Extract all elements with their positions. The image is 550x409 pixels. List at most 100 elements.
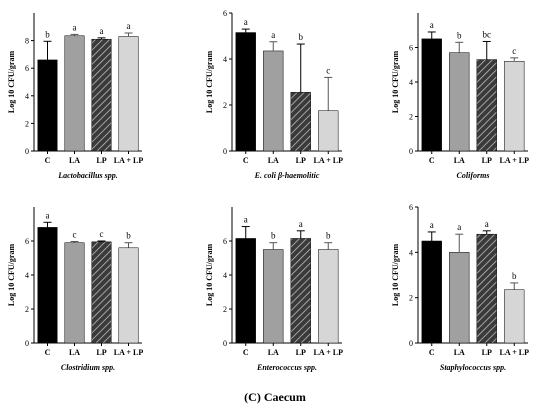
y-tick-label: 6: [223, 237, 227, 246]
significance-letter: c: [73, 230, 77, 240]
x-tick-label: C: [429, 348, 435, 357]
chart-panel-6: 0 2 4 6 Log 10 CFU/gram a Ca LA a LP b LA + LP Staph…: [391, 203, 529, 372]
y-axis-label: Log 10 CFU/gram: [205, 244, 214, 307]
y-axis-label: Log 10 CFU/gram: [7, 244, 16, 307]
bar-c: [37, 227, 58, 344]
y-tick-label: 4: [409, 78, 413, 87]
bar-la: [263, 249, 284, 344]
x-tick-label: C: [45, 348, 51, 357]
y-tick-label: 0: [223, 147, 227, 156]
y-axis-label: Log 10 CFU/gram: [391, 244, 400, 307]
significance-letter: a: [485, 219, 489, 229]
bar-la-lp: [118, 36, 139, 152]
x-tick-label: LA: [454, 156, 465, 165]
x-tick-label: LP: [482, 348, 492, 357]
chart-panel-3: 0 2 4 6 Log 10 CFU/gram a Cb LA bc LP c LA + LP Coli…: [391, 13, 529, 180]
bar-la-lp: [118, 247, 139, 344]
x-tick-label: LA + LP: [500, 348, 530, 357]
bar-lp: [91, 241, 112, 344]
bar-la: [449, 252, 470, 344]
x-tick-label: LA + LP: [314, 156, 344, 165]
bar-lp: [290, 92, 311, 152]
bar-c: [37, 59, 58, 152]
bar-la: [64, 242, 85, 344]
x-tick-label: LA + LP: [314, 348, 344, 357]
x-tick-label: LA: [69, 156, 80, 165]
y-tick-label: 0: [25, 147, 29, 156]
y-tick-label: 2: [409, 113, 413, 122]
y-tick-label: 0: [409, 339, 413, 348]
bar-lp: [91, 38, 112, 152]
y-tick-label: 6: [25, 64, 29, 73]
significance-letter: a: [244, 215, 248, 225]
y-tick-label: 8: [25, 37, 29, 46]
significance-letter: b: [457, 30, 462, 40]
bar-lp: [476, 233, 497, 344]
x-tick-label: LA + LP: [114, 156, 144, 165]
significance-letter: a: [100, 26, 104, 36]
significance-letter: a: [127, 21, 131, 31]
bar-lp: [290, 238, 311, 344]
x-tick-label: LA: [268, 156, 279, 165]
significance-letter: b: [299, 32, 304, 42]
significance-letter: a: [271, 30, 275, 40]
x-tick-label: LP: [96, 348, 106, 357]
y-tick-label: 4: [223, 271, 227, 280]
chart-panel-1: 0 2 4 6 8 Log 10 CFU/gram b Ca LA a LP a LA + LP Lact…: [7, 13, 143, 180]
x-axis-label: Lactobacillus spp.: [57, 171, 118, 180]
y-tick-label: 6: [25, 237, 29, 246]
significance-letter: a: [457, 222, 461, 232]
significance-letter: a: [244, 17, 248, 27]
y-tick-label: 2: [25, 119, 29, 128]
bar-c: [235, 238, 256, 344]
significance-letter: c: [100, 229, 104, 239]
significance-letter: a: [46, 210, 50, 220]
x-tick-label: C: [429, 156, 435, 165]
x-tick-label: LP: [482, 156, 492, 165]
y-axis-label: Log 10 CFU/gram: [205, 51, 214, 114]
y-tick-label: 6: [223, 9, 227, 18]
x-tick-label: C: [243, 348, 249, 357]
bar-c: [235, 32, 256, 152]
y-tick-label: 4: [25, 92, 29, 101]
x-tick-label: LA + LP: [500, 156, 530, 165]
y-tick-label: 6: [409, 44, 413, 53]
significance-letter: a: [73, 22, 77, 32]
x-tick-label: LA: [454, 348, 465, 357]
y-tick-label: 0: [409, 147, 413, 156]
bar-la-lp: [504, 61, 525, 152]
y-axis-label: Log 10 CFU/gram: [391, 51, 400, 114]
significance-letter: a: [430, 20, 434, 30]
bar-la: [64, 35, 85, 152]
significance-letter: b: [271, 231, 276, 241]
y-tick-label: 2: [25, 305, 29, 314]
y-tick-label: 2: [409, 294, 413, 303]
bar-c: [421, 240, 442, 344]
x-tick-label: LP: [296, 348, 306, 357]
significance-letter: a: [299, 219, 303, 229]
significance-letter: a: [430, 220, 434, 230]
x-tick-label: LA + LP: [114, 348, 144, 357]
x-axis-label: Staphylococcus spp.: [440, 363, 506, 372]
x-axis-label: Coliforms: [457, 171, 490, 180]
significance-letter: b: [326, 231, 331, 241]
x-tick-label: LA: [69, 348, 80, 357]
y-tick-label: 4: [223, 55, 227, 64]
bar-la-lp: [504, 289, 525, 344]
bar-lp: [476, 59, 497, 152]
y-tick-label: 0: [25, 339, 29, 348]
bar-la-lp: [318, 110, 339, 152]
significance-letter: b: [512, 271, 517, 281]
x-tick-label: LP: [296, 156, 306, 165]
y-axis-label: Log 10 CFU/gram: [7, 51, 16, 114]
significance-letter: c: [326, 65, 330, 75]
x-tick-label: C: [45, 156, 51, 165]
chart-panel-5: 0 2 4 6 Log 10 CFU/gram a Cb LA a LP b LA + LP Enter…: [205, 207, 343, 372]
significance-letter: c: [512, 46, 516, 56]
y-tick-label: 4: [409, 248, 413, 257]
y-tick-label: 2: [223, 305, 227, 314]
significance-letter: bc: [483, 29, 492, 39]
chart-panel-4: 0 2 4 6 Log 10 CFU/gram a Cc LA c LP b LA + LP Clost…: [7, 207, 143, 372]
bar-la-lp: [318, 249, 339, 344]
